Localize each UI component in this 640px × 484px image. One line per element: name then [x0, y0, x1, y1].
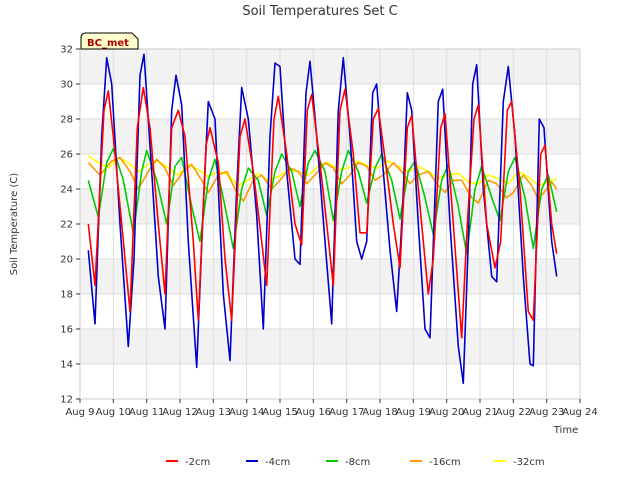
y-tick-label: 22 — [60, 220, 73, 231]
x-tick-label: Aug 11 — [129, 407, 164, 418]
x-tick-label: Aug 23 — [529, 407, 564, 418]
series-line-minus-16cm — [87, 156, 558, 204]
y-axis-ticks: 12 14 16 18 20 22 24 26 28 30 32 — [60, 45, 80, 406]
y-axis-label: Soil Temperature (C) — [9, 173, 20, 276]
x-tick-label: Aug 22 — [496, 407, 531, 418]
x-tick-label: Aug 19 — [396, 407, 431, 418]
y-tick-label: 12 — [60, 395, 73, 406]
y-tick-label: 24 — [60, 185, 73, 196]
x-tick-label: Aug 10 — [96, 407, 131, 418]
grid-band — [80, 119, 580, 154]
legend-label: -8cm — [345, 457, 370, 468]
grid-band — [80, 259, 580, 294]
y-tick-label: 32 — [60, 45, 73, 56]
y-tick-label: 16 — [60, 325, 73, 336]
y-tick-label: 26 — [60, 150, 73, 161]
x-tick-label: Aug 15 — [262, 407, 297, 418]
x-tick-label: Aug 12 — [162, 407, 197, 418]
legend-label: -16cm — [429, 457, 461, 468]
x-tick-label: Aug 13 — [196, 407, 231, 418]
grid-band — [80, 364, 580, 399]
legend-label: -4cm — [265, 457, 290, 468]
legend-label: -32cm — [513, 457, 545, 468]
x-tick-label: Aug 18 — [362, 407, 397, 418]
legend-label: -2cm — [185, 457, 210, 468]
site-label: BC_met — [87, 38, 129, 49]
x-tick-label: Aug 24 — [562, 407, 597, 418]
x-tick-label: Aug 16 — [296, 407, 331, 418]
series-layer — [87, 53, 558, 385]
legend: -2cm -4cm -8cm -16cm -32cm — [166, 457, 545, 468]
y-tick-label: 20 — [60, 255, 73, 266]
x-tick-label: Aug 20 — [429, 407, 464, 418]
x-axis-label: Time — [553, 425, 578, 436]
site-label-box: BC_met — [80, 32, 139, 50]
y-tick-label: 14 — [60, 360, 73, 371]
x-tick-label: Aug 9 — [65, 407, 94, 418]
chart-title: Soil Temperatures Set C — [242, 4, 397, 19]
y-tick-label: 18 — [60, 290, 73, 301]
x-tick-label: Aug 21 — [462, 407, 497, 418]
series-line-minus-2cm — [87, 86, 558, 339]
y-tick-label: 30 — [60, 80, 73, 91]
y-tick-label: 28 — [60, 115, 73, 126]
grid-band — [80, 49, 580, 84]
x-tick-label: Aug 14 — [229, 407, 264, 418]
grid-band — [80, 84, 580, 119]
grid-band — [80, 329, 580, 364]
x-tick-label: Aug 17 — [329, 407, 364, 418]
